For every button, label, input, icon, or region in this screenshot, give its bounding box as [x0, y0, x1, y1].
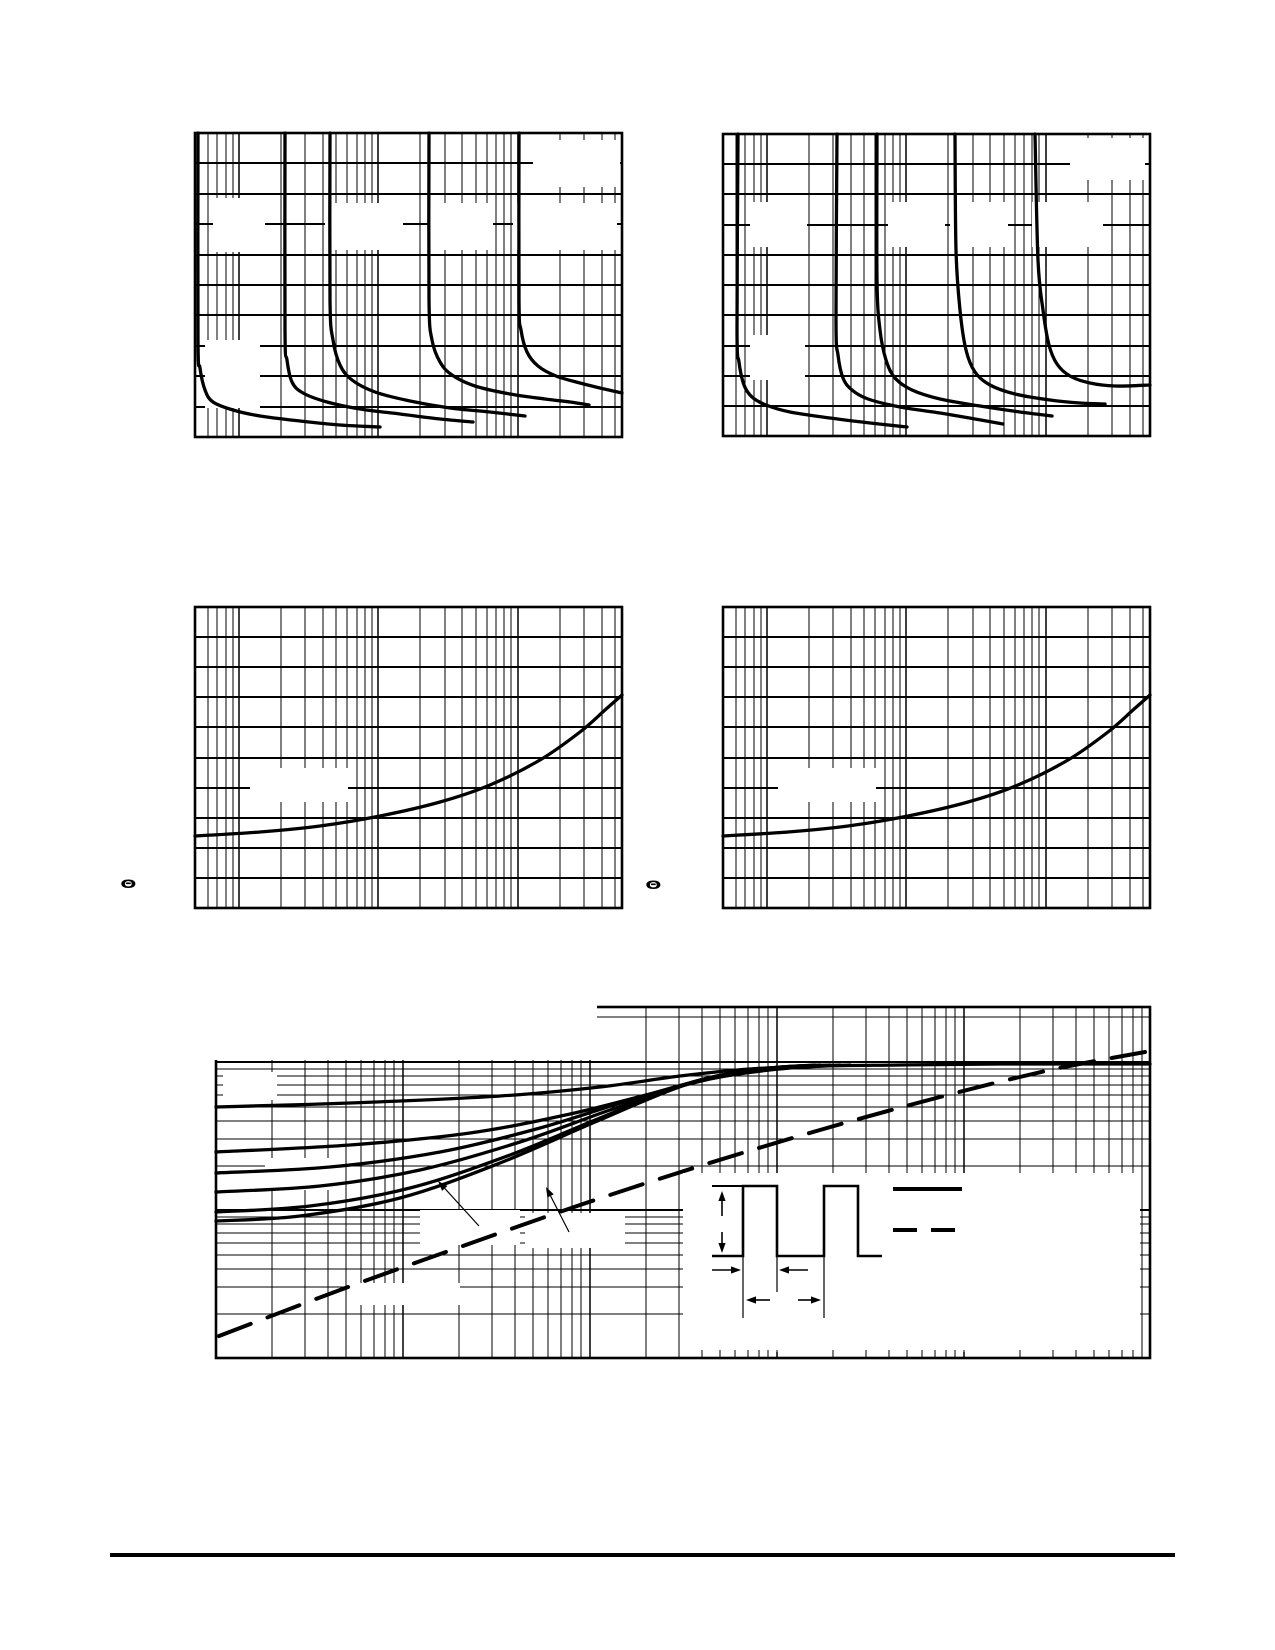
- chart-top-left-text-knockout: [205, 340, 260, 408]
- chart-top-left-text-knockout: [533, 140, 620, 187]
- y-axis-theta-glyph-right: Θ: [645, 878, 662, 893]
- chart-top-left-curve-3: [328, 131, 527, 418]
- chart-top-right-text-knockout: [1070, 138, 1145, 180]
- chart-mid-right: [721, 605, 1152, 910]
- chart-top-left-border: [193, 131, 624, 439]
- chart-top-right-text-knockout: [950, 202, 1008, 247]
- chart-mid-left: [193, 605, 624, 910]
- chart-top-right-text-knockout: [1032, 202, 1103, 247]
- period-arrow-left: [746, 1296, 770, 1304]
- chart-bottom-single-pulse-dashed: [217, 1050, 1147, 1338]
- chart-top-right-text-knockout: [750, 335, 805, 380]
- chart-top-right: [721, 132, 1152, 438]
- chart-top-left-text-knockout: [213, 198, 265, 252]
- chart-bottom-text-knockout: [223, 1072, 277, 1100]
- chart-top-right-curve-5: [1033, 132, 1152, 388]
- leader-arrow-1: [438, 1181, 480, 1227]
- chart-top-right-curve-2: [834, 132, 1005, 426]
- chart-bottom: [214, 1005, 1152, 1360]
- chart-top-left-text-knockout: [428, 203, 493, 250]
- chart-mid-right-text-knockout: [778, 768, 876, 802]
- ticks: [1142, 1209, 1149, 1315]
- chart-top-left-curve-4: [427, 131, 591, 407]
- chart-bottom-duty-cycle-curve-6: [214, 1063, 817, 1223]
- chart-top-right-curve-4: [953, 132, 1107, 406]
- pulse-width-arrow-right: [779, 1266, 808, 1274]
- y-axis-theta-glyph-left: Θ: [120, 877, 137, 892]
- chart-mid-left-curve-1: [193, 693, 624, 838]
- chart-mid-left-text-knockout: [250, 768, 348, 802]
- chart-top-right-border: [721, 132, 1152, 438]
- chart-top-right-text-knockout: [888, 202, 945, 247]
- footer-rule: [110, 1553, 1175, 1557]
- chart-top-right-curve-1: [735, 132, 909, 429]
- chart-bottom-duty-cycle-curve-3: [214, 1063, 842, 1175]
- chart-bottom-duty-cycle-curve-1: [214, 1062, 1152, 1109]
- waveform-inset-panel: [683, 1173, 1140, 1352]
- pulse-width-arrow-left: [712, 1266, 741, 1274]
- chart-bottom-text-knockout: [214, 1005, 597, 1060]
- ticks: [701, 1350, 1143, 1357]
- amplitude-arrow-down: [718, 1232, 726, 1253]
- chart-top-left-text-knockout: [325, 203, 403, 250]
- amplitude-arrow-up: [718, 1191, 726, 1216]
- chart-bottom-border: [214, 1005, 1152, 1360]
- period-arrow-right: [798, 1296, 821, 1304]
- chart-top-left-text-knockout: [513, 203, 617, 250]
- chart-mid-left-border: [193, 605, 624, 910]
- chart-mid-right-border: [721, 605, 1152, 910]
- leader-arrow-2: [546, 1187, 570, 1233]
- chart-top-left: [193, 131, 624, 439]
- chart-top-left-curve-2: [283, 131, 475, 424]
- pulse-waveform: [712, 1184, 882, 1258]
- chart-mid-right-curve-1: [721, 693, 1152, 838]
- chart-top-left-curve-5: [517, 131, 624, 395]
- chart-top-right-text-knockout: [750, 202, 807, 247]
- chart-top-left-curve-1: [196, 131, 382, 429]
- chart-bottom-text-knockout: [350, 1283, 460, 1305]
- chart-top-right-curve-3: [875, 132, 1054, 418]
